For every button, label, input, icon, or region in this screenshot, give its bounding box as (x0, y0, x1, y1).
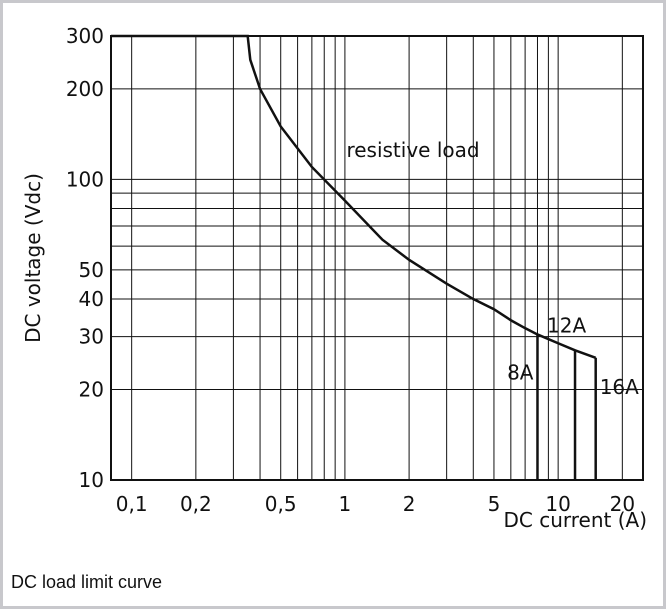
x-tick-label: 5 (488, 492, 501, 516)
y-axis-label: DC voltage (Vdc) (21, 173, 45, 343)
x-tick-label: 20 (610, 492, 635, 516)
cutoff-label-16A: 16A (600, 375, 639, 399)
y-tick-label: 200 (66, 77, 104, 101)
x-tick-label: 0,5 (265, 492, 297, 516)
cutoff-label-8A: 8A (507, 360, 534, 384)
y-tick-label: 10 (79, 468, 104, 492)
y-tick-label: 40 (79, 287, 104, 311)
x-tick-label: 0,2 (180, 492, 212, 516)
x-tick-label: 0,1 (116, 492, 148, 516)
y-tick-label: 20 (79, 378, 104, 402)
x-tick-label: 10 (545, 492, 570, 516)
x-tick-label: 1 (339, 492, 352, 516)
y-tick-label: 300 (66, 24, 104, 48)
limit-curve (111, 34, 597, 359)
chart-caption: DC load limit curve (11, 572, 163, 592)
y-tick-label: 50 (79, 258, 104, 282)
annotation-resistive-load: resistive load (346, 138, 479, 162)
x-axis-label: DC current (A) (503, 508, 647, 532)
y-tick-label: 100 (66, 167, 104, 191)
x-tick-label: 2 (403, 492, 416, 516)
y-tick-label: 30 (79, 325, 104, 349)
plot-area-border (110, 35, 644, 481)
cutoff-label-12A: 12A (547, 313, 586, 337)
